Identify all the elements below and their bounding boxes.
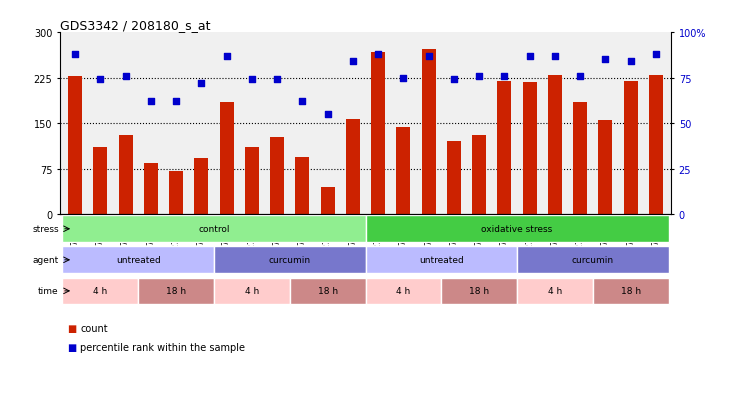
Point [473,74,485,80]
Point [297,99,308,105]
Text: 18 h: 18 h [317,287,338,296]
Bar [442,278,517,304]
Bar [62,216,366,242]
Bar [270,137,284,215]
Point [448,77,460,83]
Bar [62,247,214,273]
Bar [194,159,208,215]
Bar [593,278,669,304]
Bar [371,52,385,215]
Text: time: time [38,287,58,296]
Text: 18 h: 18 h [621,287,640,296]
Bar [447,142,461,215]
Point [423,53,434,60]
Text: control: control [198,225,230,234]
Text: curcumin: curcumin [269,256,311,265]
Text: 4 h: 4 h [94,287,107,296]
Text: untreated: untreated [419,256,463,265]
Bar [245,148,259,215]
Text: GDS3342 / 208180_s_at: GDS3342 / 208180_s_at [60,19,211,32]
Bar [366,216,669,242]
Bar [289,278,366,304]
Text: ■: ■ [67,342,77,352]
Bar [472,136,486,215]
Bar [118,136,132,215]
Bar [573,103,587,215]
Text: curcumin: curcumin [572,256,614,265]
Bar [548,76,562,215]
Bar [517,247,669,273]
Point [625,59,637,65]
Bar [295,157,309,215]
Point [499,74,510,80]
Bar [649,76,663,215]
Text: 4 h: 4 h [548,287,562,296]
Point [650,52,662,58]
Bar [523,83,537,215]
Bar [214,278,289,304]
Text: percentile rank within the sample: percentile rank within the sample [80,342,246,352]
Text: count: count [80,323,108,333]
Text: ■: ■ [67,323,77,333]
Point [69,52,81,58]
Bar [144,163,158,215]
Text: stress: stress [32,225,58,234]
Bar [94,148,107,215]
Bar [219,103,233,215]
Point [145,99,156,105]
Point [372,52,384,58]
Point [246,77,258,83]
Text: 18 h: 18 h [166,287,186,296]
Text: agent: agent [32,256,58,265]
Text: oxidative stress: oxidative stress [482,225,553,234]
Bar [599,121,613,215]
Bar [169,171,183,215]
Bar [422,50,436,215]
Point [170,99,182,105]
Point [94,77,106,83]
Point [398,75,409,82]
Bar [346,120,360,215]
Bar [396,128,410,215]
Point [221,53,232,60]
Point [575,74,586,80]
Point [549,53,561,60]
Text: 4 h: 4 h [245,287,259,296]
Point [599,57,611,64]
Bar [321,188,335,215]
Bar [366,278,442,304]
Text: 4 h: 4 h [396,287,411,296]
Point [195,81,207,87]
Bar [138,278,214,304]
Point [347,59,359,65]
Bar [68,77,82,215]
Text: untreated: untreated [115,256,161,265]
Bar [214,247,366,273]
Point [322,112,333,118]
Bar [517,278,593,304]
Point [524,53,536,60]
Bar [366,247,517,273]
Bar [497,81,512,215]
Text: 18 h: 18 h [469,287,489,296]
Point [120,74,132,80]
Point [271,77,283,83]
Bar [624,81,637,215]
Bar [62,278,138,304]
